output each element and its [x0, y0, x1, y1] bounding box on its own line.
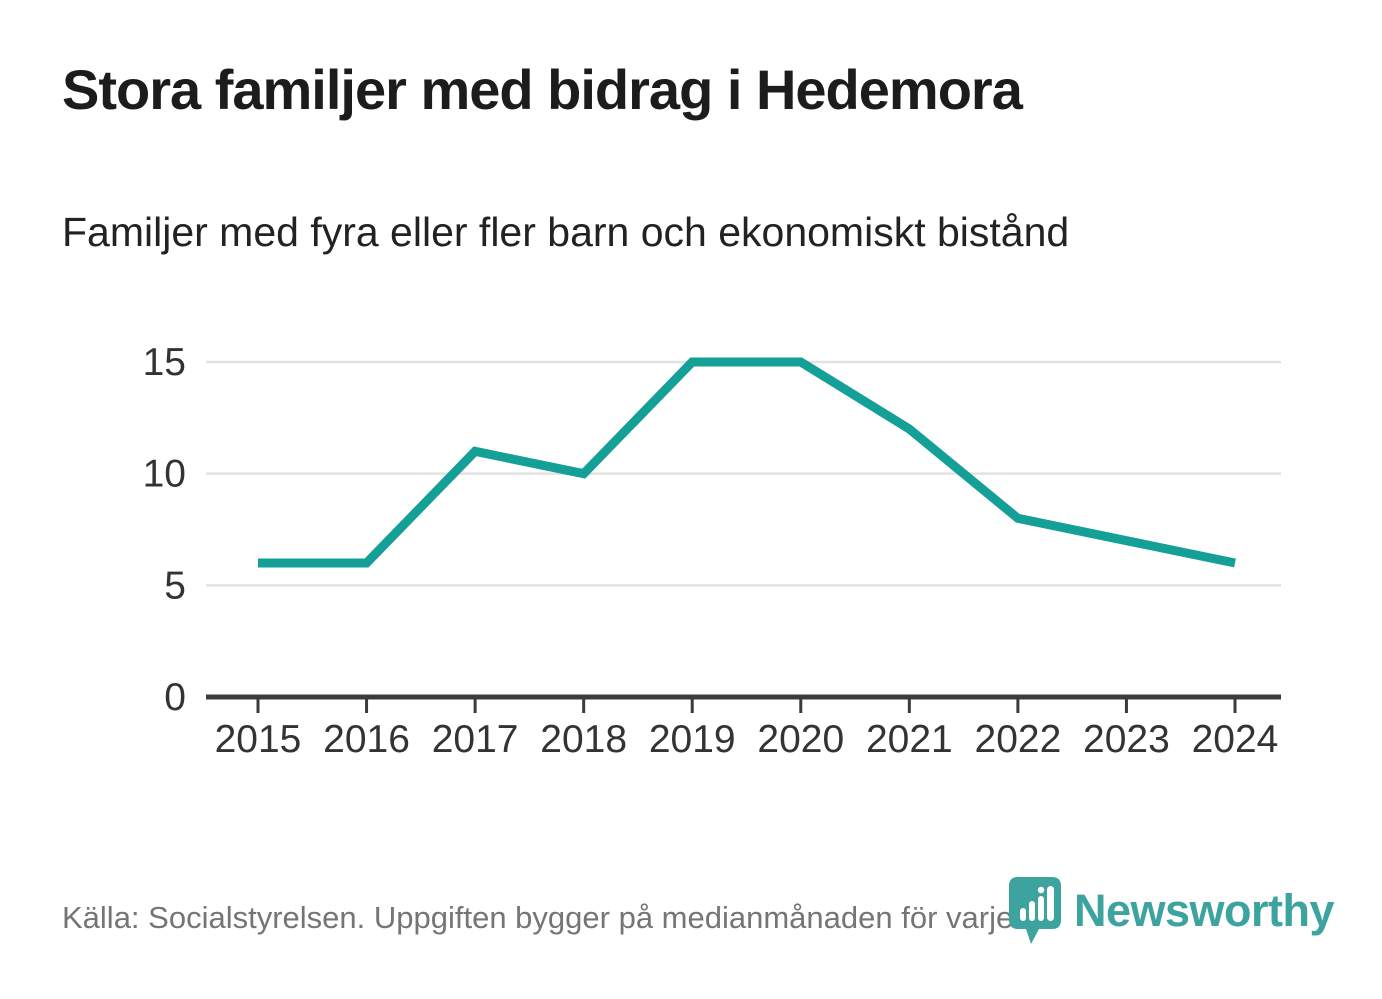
- x-tick-label: 2020: [757, 718, 844, 761]
- newsworthy-logo: Newsworthy: [1008, 876, 1335, 946]
- x-tick-label: 2019: [649, 718, 736, 761]
- y-tick-label: 15: [143, 341, 186, 384]
- x-tick-label: 2017: [432, 718, 519, 761]
- y-tick-label: 0: [164, 676, 186, 719]
- chart-subtitle: Familjer med fyra eller fler barn och ek…: [62, 209, 1070, 255]
- x-tick-label: 2018: [540, 718, 627, 761]
- y-tick-label: 5: [164, 564, 186, 607]
- newsworthy-wordmark: Newsworthy: [1074, 885, 1335, 936]
- newsworthy-pin-barchart-icon: [1009, 877, 1061, 944]
- x-tick-label: 2021: [866, 718, 953, 761]
- x-tick-label: 2016: [323, 718, 410, 761]
- x-tick-label: 2023: [1083, 718, 1170, 761]
- x-tick-label: 2022: [975, 718, 1062, 761]
- page-title: Stora familjer med bidrag i Hedemora: [62, 58, 1023, 121]
- data-series-line: [258, 357, 1236, 568]
- source-note: Källa: Socialstyrelsen. Uppgiften bygger…: [62, 900, 1050, 935]
- y-tick-label: 10: [143, 453, 186, 496]
- x-tick-label: 2024: [1192, 718, 1279, 761]
- x-tick-label: 2015: [215, 718, 302, 761]
